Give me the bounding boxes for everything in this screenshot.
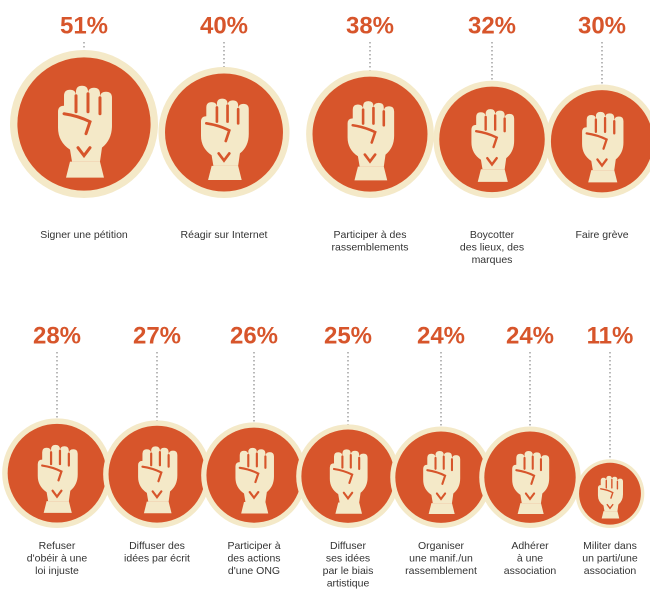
bubble-item: 11% Militer dans un parti/une association: [575, 322, 645, 577]
category-label: Militer dans un parti/une association: [582, 540, 638, 577]
bubble-item: 38% Participer à des rassemblements: [306, 12, 434, 254]
raised-fist-icon: [235, 447, 274, 514]
raised-fist-icon: [597, 475, 623, 519]
raised-fist-icon: [471, 109, 515, 182]
category-label: Réagir sur Internet: [181, 229, 268, 241]
category-label: Participer à des actions d'une ONG: [227, 540, 280, 577]
raised-fist-icon: [200, 98, 249, 180]
bubble-item: 51% Signer une pétition: [10, 12, 158, 241]
raised-fist-icon: [347, 101, 395, 181]
percentage-label: 38%: [346, 12, 394, 39]
percentage-label: 24%: [417, 322, 465, 349]
category-label: Boycotter des lieux, des marques: [460, 229, 524, 266]
category-label: Diffuser ses idées par le biais artistique: [323, 540, 374, 590]
raised-fist-icon: [138, 446, 178, 514]
bubble-item: 30% Faire grève: [545, 12, 650, 241]
raised-fist-icon: [582, 111, 624, 183]
category-label: Diffuser des idées par écrit: [124, 540, 190, 565]
category-label: Refuser d'obéir à une loi injuste: [27, 540, 88, 577]
raised-fist-icon: [423, 450, 461, 515]
bubble-item: 24% Organiser une manif./un rassemblement: [390, 322, 492, 577]
category-label: Faire grève: [575, 229, 628, 241]
bubble-item: 24% Adhérer à une association: [479, 322, 581, 577]
raised-fist-icon: [58, 85, 112, 178]
percentage-label: 27%: [133, 322, 181, 349]
bubble-item: 25% Diffuser ses idées par le biais artistiq…: [296, 322, 400, 590]
raised-fist-icon: [512, 450, 550, 515]
percentage-label: 30%: [578, 12, 626, 39]
percentage-label: 51%: [60, 12, 108, 39]
raised-fist-icon: [37, 444, 78, 513]
bubble-item: 26% Participer à des actions d'une ONG: [201, 322, 307, 577]
percentage-label: 32%: [468, 12, 516, 39]
raised-fist-icon: [329, 449, 368, 514]
percentage-label: 26%: [230, 322, 278, 349]
bubble-item: 28% Refuser d'obéir à une loi injuste: [2, 322, 112, 577]
bubble-item: 27% Diffuser des idées par écrit: [103, 322, 211, 565]
percentage-label: 28%: [33, 322, 81, 349]
category-label: Participer à des rassemblements: [331, 229, 408, 254]
bubble-item: 40% Réagir sur Internet: [158, 12, 290, 241]
percentage-label: 25%: [324, 322, 372, 349]
percentage-label: 40%: [200, 12, 248, 39]
category-label: Signer une pétition: [40, 229, 128, 241]
bubble-item: 32% Boycotter des lieux, des marques: [433, 12, 551, 266]
category-label: Organiser une manif./un rassemblement: [405, 540, 477, 577]
percentage-label: 11%: [587, 322, 634, 349]
category-label: Adhérer à une association: [504, 540, 557, 577]
percentage-label: 24%: [506, 322, 554, 349]
